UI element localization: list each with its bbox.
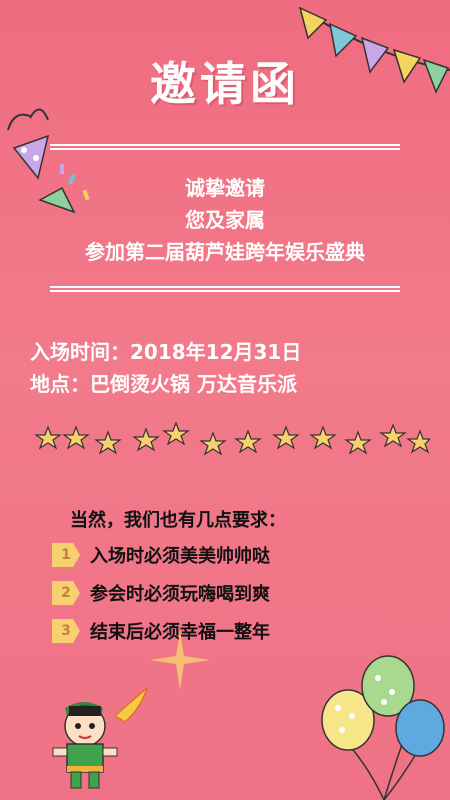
page-title: 邀请函 xyxy=(0,48,450,114)
star-icon xyxy=(134,429,158,450)
balloons-icon xyxy=(320,650,450,800)
time-row: 入场时间：2018年12月31日 xyxy=(30,336,301,368)
requirement-text: 入场时必须美美帅帅哒 xyxy=(90,542,270,568)
invitation-line-3: 参加第二届葫芦娃跨年娱乐盛典 xyxy=(0,236,450,268)
star-icon xyxy=(64,427,88,448)
invitation-line-2: 您及家属 xyxy=(0,204,450,236)
invitation-text: 诚挚邀请 您及家属 参加第二届葫芦娃跨年娱乐盛典 xyxy=(0,172,450,268)
top-divider xyxy=(50,144,400,150)
star-icon xyxy=(201,433,225,454)
sparkle-icon xyxy=(150,630,210,690)
list-item: 1 入场时必须美美帅帅哒 xyxy=(52,540,270,570)
number-badge: 3 xyxy=(52,619,80,643)
place-row: 地点：巴倒烫火锅 万达音乐派 xyxy=(30,368,301,400)
star-icon xyxy=(408,431,430,452)
requirements-intro: 当然，我们也有几点要求： xyxy=(70,506,286,532)
star-icon xyxy=(164,423,188,444)
stars-decoration xyxy=(30,418,430,468)
place-label: 地点： xyxy=(30,372,90,396)
star-icon xyxy=(311,427,335,448)
place-value: 巴倒烫火锅 万达音乐派 xyxy=(90,372,297,396)
star-icon xyxy=(381,425,405,446)
star-icon xyxy=(236,431,260,452)
star-icon xyxy=(36,427,60,448)
time-value: 2018年12月31日 xyxy=(130,340,301,364)
star-icon xyxy=(274,427,298,448)
time-label: 入场时间： xyxy=(30,340,130,364)
star-icon xyxy=(346,432,370,453)
cartoon-character-icon xyxy=(45,678,155,793)
bottom-divider xyxy=(50,286,400,292)
event-details: 入场时间：2018年12月31日 地点：巴倒烫火锅 万达音乐派 xyxy=(30,336,301,400)
list-item: 2 参会时必须玩嗨喝到爽 xyxy=(52,578,270,608)
requirement-text: 参会时必须玩嗨喝到爽 xyxy=(90,580,270,606)
number-badge: 2 xyxy=(52,581,80,605)
invitation-line-1: 诚挚邀请 xyxy=(0,172,450,204)
star-icon xyxy=(96,432,120,453)
number-badge: 1 xyxy=(52,543,80,567)
